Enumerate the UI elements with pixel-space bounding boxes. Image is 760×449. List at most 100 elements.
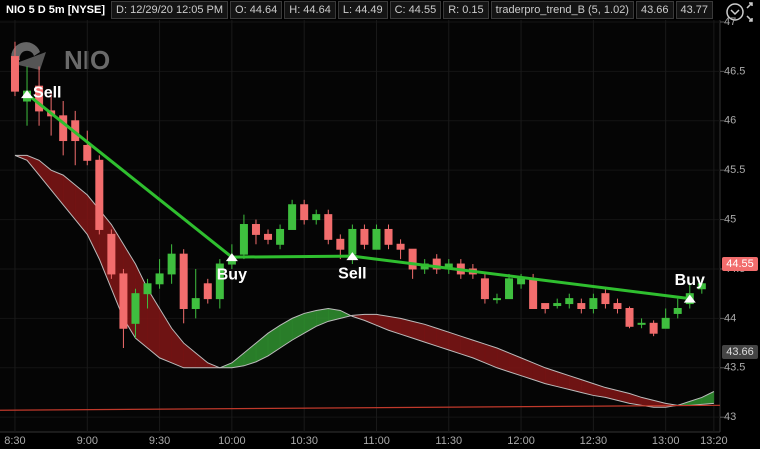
price-tag-label: 43.66 [726, 346, 754, 358]
candle-body [191, 298, 200, 309]
candle-body [517, 278, 526, 285]
candle-body [505, 278, 514, 300]
y-tick-label: 46.5 [724, 65, 745, 77]
candle-body [649, 322, 658, 334]
signal-marker [346, 252, 359, 261]
candle-body [59, 115, 68, 142]
candle-body [432, 258, 441, 270]
candle-body [577, 303, 586, 309]
ribbon-line [14, 154, 715, 408]
candle-body [637, 322, 646, 325]
candle-body [661, 317, 670, 329]
candle-body [408, 248, 417, 270]
x-tick-label: 8:30 [4, 435, 25, 447]
x-tick-label: 9:00 [77, 435, 98, 447]
candle-body [492, 298, 501, 301]
x-tick-label: 12:30 [580, 435, 608, 447]
signal-label: Buy [675, 272, 705, 289]
candle-body [336, 238, 345, 250]
candle-body [203, 283, 212, 300]
header-item: 43.66 [635, 1, 674, 19]
candle-body [312, 214, 321, 221]
candle-body [107, 233, 116, 275]
candle-body [529, 278, 538, 309]
signal-label: Sell [338, 265, 366, 282]
header-item: D: 12/29/20 12:05 PM [111, 1, 229, 19]
candle-body [613, 303, 622, 309]
x-tick-label: 9:30 [149, 435, 170, 447]
candle-body [251, 224, 260, 235]
header-item: H: 44.64 [284, 1, 336, 19]
header-item: traderpro_trend_B (5, 1.02) [490, 1, 634, 19]
candle-body [239, 224, 248, 255]
candles [10, 41, 706, 349]
x-tick-label: 13:00 [652, 435, 680, 447]
header-item: O: 44.64 [230, 1, 283, 19]
ribbon-line [14, 154, 714, 406]
x-tick-label: 11:00 [363, 435, 390, 447]
x-tick-label: 10:00 [218, 435, 246, 447]
signal-marker [225, 253, 238, 262]
collapse-button[interactable] [726, 3, 744, 21]
price-tag [722, 257, 758, 272]
baseline [0, 404, 721, 411]
candle-body [179, 253, 188, 309]
signal-marker [21, 90, 34, 99]
header-bar: NIO 5 D 5m [NYSE] D: 12/29/20 12:05 PM O: … [0, 0, 724, 20]
y-tick-label: 46 [724, 115, 736, 127]
x-tick-label: 10:30 [290, 435, 318, 447]
header-item: 43.77 [675, 1, 714, 19]
candle-body [10, 56, 19, 92]
candle-body [264, 233, 273, 240]
signal-marker [683, 294, 696, 303]
x-tick-label: 11:30 [435, 435, 462, 447]
candle-body [589, 298, 598, 309]
candle-body [541, 303, 550, 309]
candle-body [324, 214, 333, 240]
candle-body [360, 228, 369, 245]
x-tick-label: 12:00 [507, 435, 535, 447]
candle-body [565, 298, 574, 305]
y-tick-label: 47 [724, 16, 736, 28]
y-tick-label: 43.5 [724, 362, 745, 374]
candle-body [673, 307, 682, 314]
trend-line [26, 92, 690, 301]
candle-body [396, 243, 405, 250]
price-tag-label: 44.55 [726, 258, 754, 270]
candle-body [83, 144, 92, 161]
candle-body [697, 283, 706, 290]
candle-body [384, 228, 393, 245]
candle-body [276, 228, 285, 245]
candle-body [288, 204, 297, 230]
header-item: C: 44.55 [389, 1, 442, 19]
candle-body [215, 263, 224, 300]
candle-body [167, 253, 176, 275]
overlay: Sell Buy Sell Buy [21, 84, 705, 303]
y-tick-label: 45.5 [724, 164, 745, 176]
candle-body [35, 85, 44, 112]
y-tick-label: 44 [724, 312, 736, 324]
candle-body [95, 159, 104, 230]
plot-background [0, 20, 720, 432]
ribbon [0, 154, 721, 411]
price-tag [722, 344, 758, 359]
candle-body [372, 228, 381, 250]
candle-body [131, 293, 140, 324]
candle-body [155, 273, 164, 285]
header-item: NIO 5 D 5m [NYSE] [6, 4, 106, 16]
grid [0, 20, 720, 432]
x-tick-label: 13:20 [700, 435, 728, 447]
candle-body [553, 303, 562, 307]
y-tick-label: 45 [724, 213, 736, 225]
signal-label: Buy [217, 266, 247, 283]
y-tick-label: 43 [724, 411, 736, 423]
candle-body [143, 283, 152, 295]
candle-body [119, 273, 128, 329]
candle-body [480, 278, 489, 300]
expand-button[interactable] [746, 2, 753, 22]
candle-body [300, 204, 309, 221]
header-item: R: 0.15 [443, 1, 489, 19]
candle-body [348, 228, 357, 255]
